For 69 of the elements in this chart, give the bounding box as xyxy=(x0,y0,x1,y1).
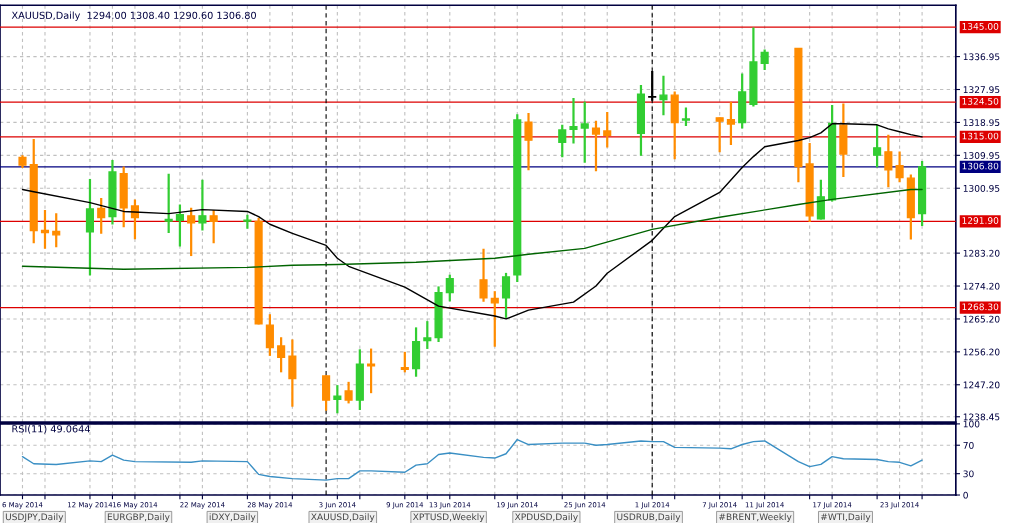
text: XAUUSD,Daily 1294.00 1308.40 1290.60 1306.80 xyxy=(11,11,256,21)
text: XPTUSD,Weekly xyxy=(412,513,485,522)
candlestick xyxy=(895,150,904,184)
text: EURGBP,Daily xyxy=(107,513,170,522)
candlestick xyxy=(760,48,769,72)
candlestick xyxy=(580,100,589,164)
candlestick xyxy=(501,271,511,319)
text: iDXY,Daily xyxy=(209,513,256,522)
ref-line-label: 1306.80 xyxy=(962,162,999,170)
y-tick-label: 1300.95 xyxy=(963,184,1000,192)
ref-line-label: 1291.90 xyxy=(962,217,999,224)
text: USDJPY,Daily xyxy=(5,513,64,522)
line-series xyxy=(21,438,923,481)
candlestick xyxy=(659,74,668,117)
y-tick-label: 30 xyxy=(963,470,974,478)
y-tick-label: 1238.45 xyxy=(963,413,1000,421)
candlestick xyxy=(97,196,106,235)
y-tick-label: 1274.20 xyxy=(963,282,1000,290)
candlestick xyxy=(288,338,297,408)
candlestick xyxy=(884,133,893,189)
candlestick xyxy=(490,290,499,348)
candlestick xyxy=(816,178,825,221)
y-tick-label: 1247.20 xyxy=(963,381,1000,389)
y-tick-label: 1256.20 xyxy=(963,348,1000,356)
candlestick xyxy=(558,123,567,159)
candlestick xyxy=(187,206,196,258)
y-tick-label: 100 xyxy=(963,420,980,428)
candlestick xyxy=(344,380,353,405)
candlestick xyxy=(591,119,601,173)
y-tick-label: 1265.20 xyxy=(963,315,1000,323)
candlestick xyxy=(715,116,724,154)
candlestick xyxy=(569,96,578,145)
ref-line-label: 1345.00 xyxy=(962,22,999,30)
candlestick xyxy=(681,106,691,127)
candlestick xyxy=(243,213,252,230)
text: XPDUSD,Daily xyxy=(514,513,578,522)
line-series xyxy=(21,188,923,270)
candlestick xyxy=(164,172,173,235)
candlestick xyxy=(85,177,95,277)
y-tick-label: 1327.95 xyxy=(963,86,1000,94)
candlestick xyxy=(52,212,61,249)
y-tick-label: 70 xyxy=(963,441,974,449)
candlestick xyxy=(445,273,454,303)
y-tick-label: 1309.95 xyxy=(963,152,1000,159)
candlestick xyxy=(333,384,342,415)
text: #WTI,Daily xyxy=(820,513,871,522)
candlestick xyxy=(873,123,882,169)
candlestick xyxy=(423,320,432,351)
y-tick-label: 1318.95 xyxy=(963,119,1000,126)
candlestick xyxy=(209,208,218,245)
candlestick xyxy=(479,247,488,303)
text: #BRENT,Weekly xyxy=(719,513,792,522)
y-tick-label: 1336.95 xyxy=(963,53,1000,61)
candlestick xyxy=(603,110,612,149)
candlestick xyxy=(175,203,184,248)
candlestick xyxy=(400,350,409,374)
candlestick xyxy=(265,313,274,357)
ref-line-label: 1315.00 xyxy=(962,132,999,140)
text: XAUUSD,Daily xyxy=(311,513,375,522)
ref-line-label: 1324.50 xyxy=(962,97,999,105)
candlestick xyxy=(726,100,735,147)
text: USDRUB,Daily xyxy=(617,513,681,522)
candlestick xyxy=(277,336,286,374)
y-tick-label: 1283.20 xyxy=(963,249,1000,257)
chart-title: RSI(11) 49.0644 xyxy=(12,424,90,434)
y-tick-label: 0 xyxy=(963,491,968,499)
ref-line-label: 1268.30 xyxy=(962,303,999,311)
candlestick xyxy=(524,111,533,172)
candlestick xyxy=(198,178,207,232)
